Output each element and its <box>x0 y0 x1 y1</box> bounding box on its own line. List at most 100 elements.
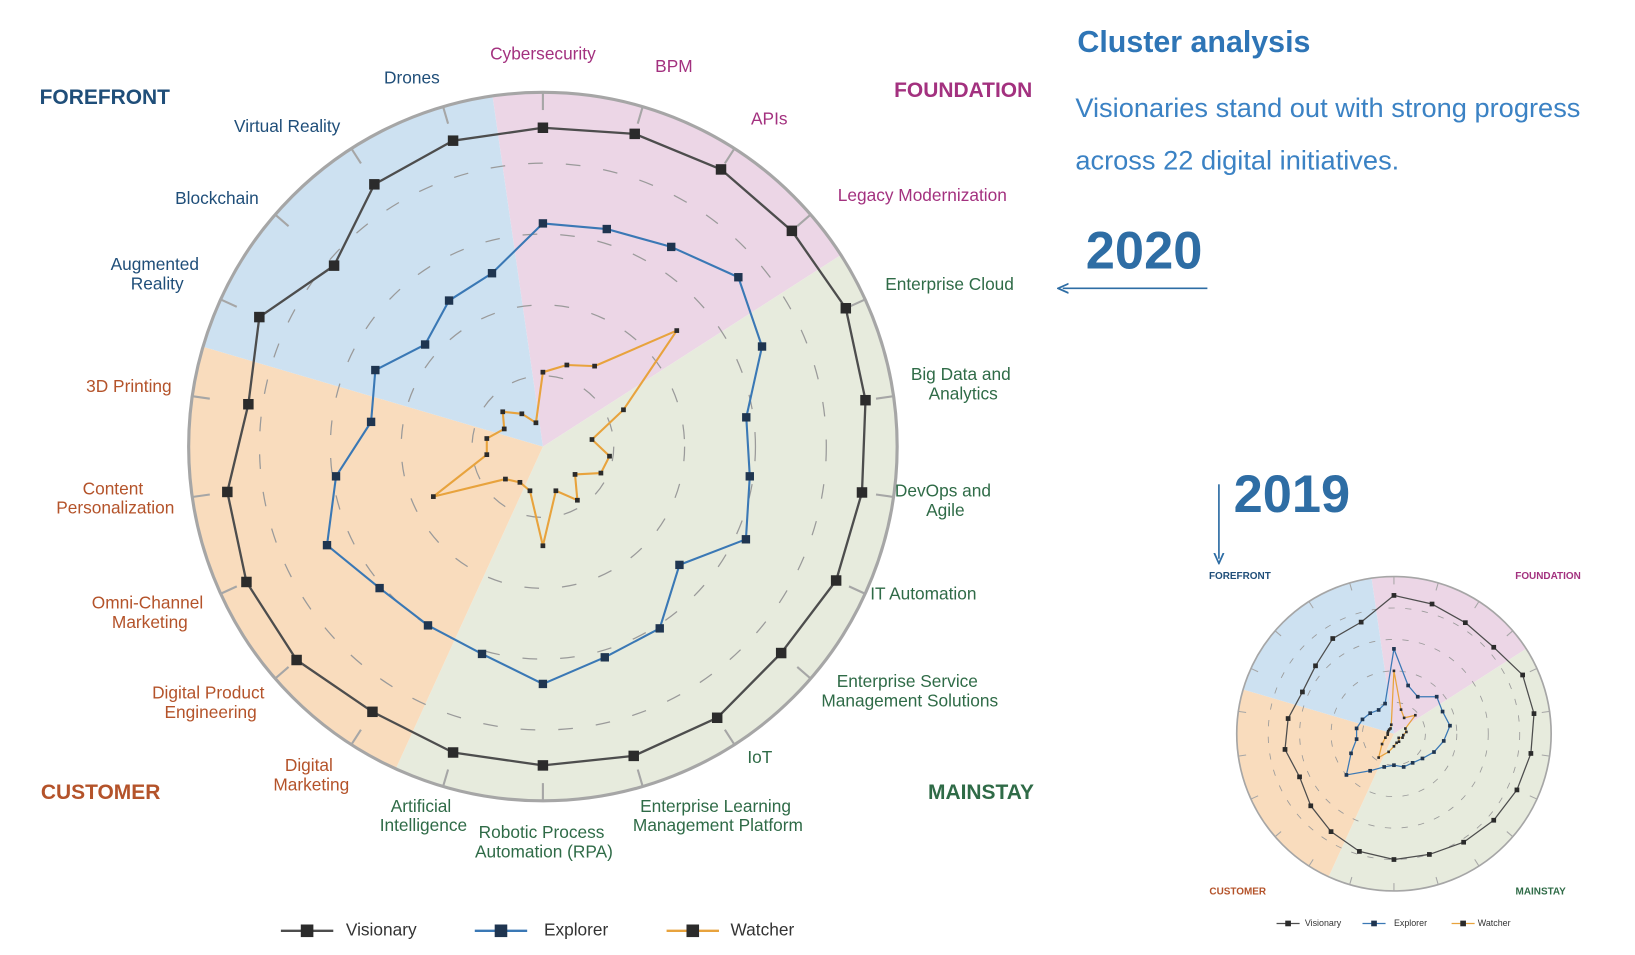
year-2020: 2020 <box>1086 223 1203 281</box>
data-point <box>540 369 546 375</box>
legend-marker <box>686 924 700 938</box>
rim-tick <box>1250 795 1259 800</box>
data-point <box>1432 750 1436 754</box>
data-point <box>533 420 539 426</box>
rim-tick <box>274 666 290 680</box>
sector <box>1243 578 1394 734</box>
radar-chart: Cybersecurity BPM APIs Legacy Modernization… <box>40 43 1034 939</box>
grid-ring <box>1299 639 1489 829</box>
category-label: Omni-Channel Marketing <box>92 592 208 631</box>
rim-tick <box>1308 859 1314 867</box>
rim-tick <box>1308 601 1314 609</box>
data-point <box>1330 636 1336 641</box>
category-label: DevOps and Agile <box>895 480 996 519</box>
rim-tick <box>1349 582 1353 591</box>
data-point <box>628 750 639 762</box>
data-point <box>420 340 430 349</box>
data-point <box>1520 672 1526 678</box>
data-point <box>607 453 612 459</box>
data-point <box>856 487 868 498</box>
rim-tick <box>848 585 866 595</box>
rim-tick <box>1474 859 1480 867</box>
data-point <box>1349 751 1353 756</box>
rim-tick <box>848 298 866 308</box>
rim-tick <box>1274 630 1282 637</box>
data-point <box>1392 669 1396 673</box>
data-point <box>1420 756 1425 761</box>
sector <box>1328 648 1552 891</box>
category-label: Big Data and Analytics <box>911 364 1016 403</box>
data-point <box>1285 716 1291 721</box>
rim-tick <box>274 213 290 227</box>
data-point <box>375 583 384 593</box>
rim-tick <box>220 585 238 595</box>
data-point <box>1399 708 1403 711</box>
data-point <box>322 540 332 550</box>
group-label: FOUNDATION <box>894 79 1032 102</box>
data-point <box>1404 727 1407 730</box>
rim-tick <box>1435 876 1439 885</box>
data-point <box>254 311 265 323</box>
data-point <box>1386 733 1390 736</box>
data-point <box>241 576 252 588</box>
rim-tick <box>350 729 362 746</box>
grid-ring <box>471 375 615 519</box>
data-point <box>598 470 604 476</box>
data-point <box>1308 803 1314 809</box>
data-point <box>1357 849 1362 854</box>
group-label: FOREFRONT <box>1209 571 1271 582</box>
data-point <box>1382 765 1387 769</box>
data-point <box>745 472 754 481</box>
data-point <box>447 747 459 758</box>
group-label: CUSTOMER <box>41 781 161 804</box>
data-point <box>1395 741 1398 745</box>
legend-label: Watcher <box>731 919 795 939</box>
data-point <box>477 649 487 659</box>
data-point <box>1410 761 1415 765</box>
data-point <box>487 269 497 278</box>
grid-ring <box>329 233 757 660</box>
data-point <box>1427 852 1432 857</box>
category-label: Blockchain <box>175 188 259 208</box>
data-point <box>1440 709 1445 714</box>
data-point <box>1405 730 1408 734</box>
data-point <box>830 575 842 586</box>
legend-label: Explorer <box>1394 918 1427 928</box>
data-point <box>1387 728 1391 731</box>
data-point <box>742 413 751 422</box>
data-point <box>1377 756 1380 759</box>
data-point <box>1297 774 1302 780</box>
data-point <box>1354 737 1359 741</box>
data-point <box>1434 694 1439 699</box>
data-point <box>572 472 578 477</box>
rim-tick <box>636 769 644 787</box>
data-point <box>517 479 523 485</box>
data-point <box>757 342 767 351</box>
charts: Cybersecurity BPM APIs Legacy Modernization… <box>40 43 1581 939</box>
data-point <box>1313 663 1318 669</box>
legend-marker <box>1371 920 1377 927</box>
sector <box>1236 689 1394 877</box>
group-label: CUSTOMER <box>1209 887 1266 898</box>
data-point <box>1282 747 1288 752</box>
rim-tick <box>723 729 736 746</box>
rim-tick <box>220 298 238 308</box>
data-point <box>1414 713 1417 717</box>
data-point <box>331 472 341 481</box>
category-label: Enterprise Learning Management Platform <box>633 795 803 834</box>
rim-tick <box>796 213 812 227</box>
category-label: IT Automation <box>870 583 976 603</box>
data-point <box>734 273 743 282</box>
legend-label: Visionary <box>1305 918 1342 928</box>
data-point <box>629 128 640 140</box>
data-point <box>1376 708 1381 712</box>
data-point <box>1462 620 1468 626</box>
sector <box>1371 576 1527 734</box>
data-point <box>667 242 676 252</box>
data-point <box>540 543 546 549</box>
legend-marker <box>300 924 314 938</box>
rim-tick <box>1238 710 1247 714</box>
data-point <box>1392 647 1396 651</box>
legend-label: Visionary <box>346 919 417 939</box>
category-label: Enterprise Cloud <box>885 274 1014 294</box>
